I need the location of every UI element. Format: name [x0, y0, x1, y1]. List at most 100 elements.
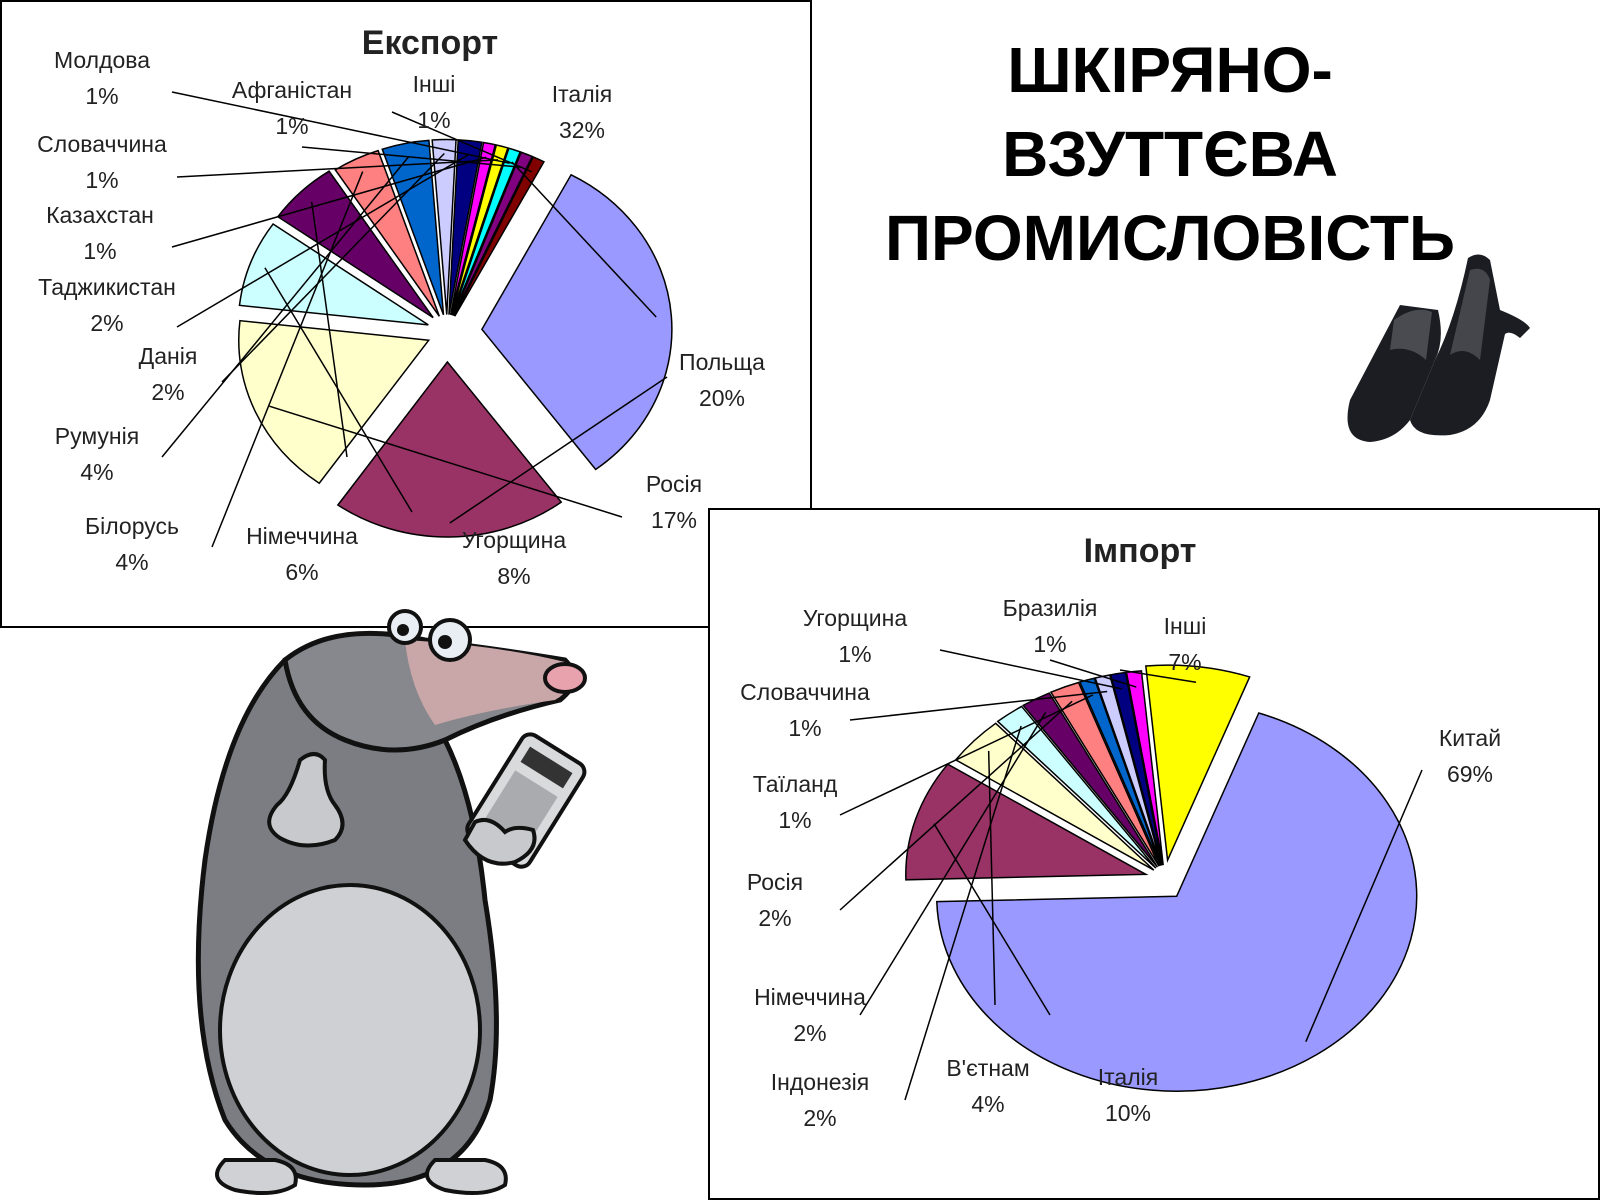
slice-label-бразилія: Бразилія — [1003, 595, 1098, 621]
leader-line — [176, 153, 469, 328]
slice-value-росія: 2% — [758, 905, 791, 931]
slice-label-угорщина: Угорщина — [803, 605, 908, 631]
slice-італія — [480, 173, 673, 471]
import-pie-chart: Імпорт Китай 69% Італія 10% В'єтнам 4% Індонезі… — [740, 532, 1501, 1131]
slice-румунія — [381, 139, 445, 316]
slice-value-німеччина: 6% — [285, 559, 318, 585]
slice-label-словаччина: Словаччина — [37, 131, 167, 157]
slice-label-росія: Росія — [646, 471, 702, 497]
slice-угорщина — [238, 223, 429, 326]
slice-індонезія — [996, 705, 1157, 869]
leader-line — [1049, 659, 1137, 688]
slice-китай — [936, 712, 1418, 1092]
slice-словаччина — [450, 144, 509, 316]
slice-таїланд — [1078, 677, 1162, 867]
slice-label-німеччина: Німеччина — [754, 984, 866, 1010]
slide-title: ШКІРЯНО- ВЗУТТЄВА ПРОМИСЛОВІСТЬ — [820, 28, 1520, 280]
slice-label-румунія: Румунія — [55, 423, 139, 449]
slice-value-словаччина: 1% — [85, 167, 118, 193]
slice-value-інші: 7% — [1168, 649, 1201, 675]
import-chart-panel: Імпорт Китай 69% Італія 10% В'єтнам 4% Індонезі… — [708, 508, 1600, 1200]
leader-line — [211, 171, 364, 548]
leader-line — [171, 156, 487, 248]
slice-label-казахстан: Казахстан — [46, 202, 154, 228]
slice-label-інші: Інші — [413, 71, 456, 97]
slice-італія — [905, 763, 1149, 881]
pie-slices — [238, 138, 673, 538]
slice-value-молдова: 1% — [85, 83, 118, 109]
slice-інші — [1144, 664, 1251, 863]
slice-label-таджикистан: Таджикистан — [38, 274, 176, 300]
leader-line — [849, 690, 1108, 721]
slice-польща — [336, 360, 563, 538]
leader-line — [1119, 669, 1197, 684]
leader-line — [449, 376, 668, 524]
slice-value-таїланд: 1% — [778, 807, 811, 833]
slice-value-індонезія: 2% — [803, 1105, 836, 1131]
slice-label-інші: Інші — [1164, 613, 1207, 639]
slice-казахстан — [449, 141, 497, 316]
slice-label-італія: Італія — [1098, 1064, 1158, 1090]
slice-value-китай: 69% — [1447, 761, 1493, 787]
slice-молдова — [451, 147, 522, 316]
slice-value-інші: 1% — [417, 107, 450, 133]
slice-росія — [1049, 681, 1160, 867]
slice-label-таїланд: Таїланд — [753, 771, 838, 797]
slice-value-польща: 20% — [699, 385, 745, 411]
slice-label-угорщина: Угорщина — [462, 527, 567, 553]
slide-title-line-3: ПРОМИСЛОВІСТЬ — [885, 202, 1455, 274]
slice-білорусь — [334, 149, 441, 317]
leader-line — [269, 405, 623, 518]
leader-line — [987, 750, 996, 1006]
chart-title: Імпорт — [1084, 532, 1197, 570]
pie-slices — [905, 664, 1418, 1092]
slide-title-line-1: ШКІРЯНО- — [1007, 34, 1333, 106]
slice-label-білорусь: Білорусь — [85, 513, 179, 539]
slice-label-молдова: Молдова — [54, 47, 150, 73]
leader-line — [933, 823, 1051, 1016]
slice-value-румунія: 4% — [80, 459, 113, 485]
leader-line — [161, 156, 409, 458]
slice-value-в-єтнам: 4% — [971, 1091, 1004, 1117]
slice-value-білорусь: 4% — [115, 549, 148, 575]
leader-line — [176, 159, 499, 178]
slice-label-польща: Польща — [679, 349, 765, 375]
leader-line — [939, 649, 1122, 690]
leader-line — [1305, 769, 1423, 1043]
slice-value-угорщина: 8% — [497, 563, 530, 589]
slice-label-в-єтнам: В'єтнам — [946, 1055, 1029, 1081]
leader-line — [391, 111, 533, 173]
leader-line — [301, 146, 521, 168]
slice-value-італія: 32% — [559, 117, 605, 143]
leader-line — [859, 711, 1047, 1016]
slice-label-афганістан: Афганістан — [232, 77, 352, 103]
slice-label-росія: Росія — [747, 869, 803, 895]
slice-label-данія: Данія — [139, 343, 198, 369]
export-pie-chart: Експорт Італія 32% Польща 20% Росія 17% Угорщин… — [37, 24, 765, 589]
leader-line — [839, 694, 1094, 816]
slice-value-бразилія: 1% — [1033, 631, 1066, 657]
slice-інші — [454, 155, 545, 317]
shoes-illustration — [1347, 254, 1530, 442]
slice-value-данія: 2% — [151, 379, 184, 405]
leader-line — [839, 700, 1073, 911]
slice-label-італія: Італія — [552, 81, 612, 107]
export-chart-panel: Експорт Італія 32% Польща 20% Росія 17% Угорщин… — [0, 0, 812, 628]
slice-label-словаччина: Словаччина — [740, 679, 870, 705]
slice-label-німеччина: Німеччина — [246, 523, 358, 549]
slice-value-таджикистан: 2% — [90, 310, 123, 336]
slice-label-індонезія: Індонезія — [771, 1069, 869, 1095]
slice-value-угорщина: 1% — [838, 641, 871, 667]
slice-афганістан — [453, 151, 534, 317]
leader-line — [511, 161, 657, 318]
slice-value-німеччина: 2% — [793, 1020, 826, 1046]
slice-value-італія: 10% — [1105, 1100, 1151, 1126]
leader-line — [171, 91, 510, 164]
slice-value-словаччина: 1% — [788, 715, 821, 741]
slice-value-казахстан: 1% — [83, 238, 116, 264]
slice-label-китай: Китай — [1439, 725, 1501, 751]
slice-value-росія: 17% — [651, 507, 697, 533]
slice-угорщина — [1109, 671, 1163, 866]
slice-value-афганістан: 1% — [275, 113, 308, 139]
chart-title: Експорт — [362, 24, 498, 62]
